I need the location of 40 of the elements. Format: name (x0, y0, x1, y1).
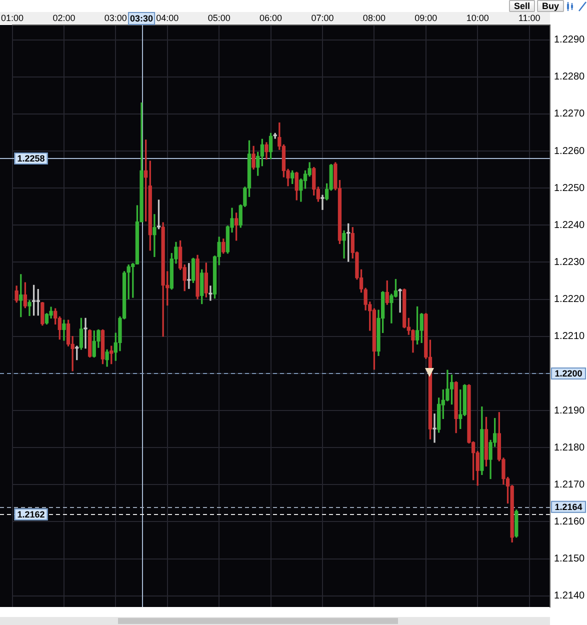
y-tick-label: 1.2140 (554, 590, 586, 602)
ref-line-label: 03:30 (130, 13, 154, 24)
y-tick-label: 1.2180 (554, 442, 586, 454)
candlestick (187, 263, 191, 289)
y-tick-label: 1.2190 (554, 405, 586, 416)
candlestick (432, 414, 436, 443)
x-tick-label: 07:00 (311, 13, 334, 24)
x-tick-label: 06:00 (260, 13, 282, 24)
y-tick-label: 1.2270 (554, 108, 586, 120)
x-tick-label: 09:00 (414, 13, 438, 24)
x-tick-label: 11:00 (518, 13, 540, 24)
x-tick-label: 01:00 (0, 13, 24, 24)
ref-line-label: 1.2200 (554, 368, 582, 378)
candlestick (152, 214, 156, 258)
x-tick-label: 03:00 (104, 13, 127, 24)
y-tick-label: 1.2250 (554, 182, 586, 194)
y-tick-label: 1.2260 (554, 146, 586, 157)
x-tick-label: 05:00 (208, 13, 230, 24)
y-tick-label: 1.2280 (554, 72, 586, 83)
y-tick-label: 1.2290 (554, 34, 586, 46)
candlestick (398, 288, 402, 313)
y-tick-label: 1.2220 (554, 294, 586, 306)
button[interactable]: Sell (508, 0, 535, 12)
ref-line-label: 1.2164 (554, 502, 582, 512)
y-tick-label: 1.2230 (554, 257, 586, 268)
ref-line-label: 1.2162 (17, 509, 45, 520)
button[interactable]: Buy (536, 0, 564, 12)
y-tick-label: 1.2210 (554, 331, 586, 342)
candlestick (320, 194, 324, 210)
ref-line-label: 1.2258 (17, 153, 45, 164)
x-tick-label: 10:00 (466, 13, 489, 24)
candlestick (208, 286, 212, 301)
candlestick (84, 318, 88, 349)
y-tick-label: 1.2150 (554, 554, 586, 565)
y-tick-label: 1.2170 (554, 479, 586, 490)
x-tick-label: 04:00 (156, 13, 179, 24)
x-tick-label: 08:00 (362, 13, 386, 24)
x-tick-label: 02:00 (52, 13, 76, 24)
y-tick-label: 1.2240 (554, 220, 586, 231)
y-tick-label: 1.2160 (554, 516, 586, 528)
